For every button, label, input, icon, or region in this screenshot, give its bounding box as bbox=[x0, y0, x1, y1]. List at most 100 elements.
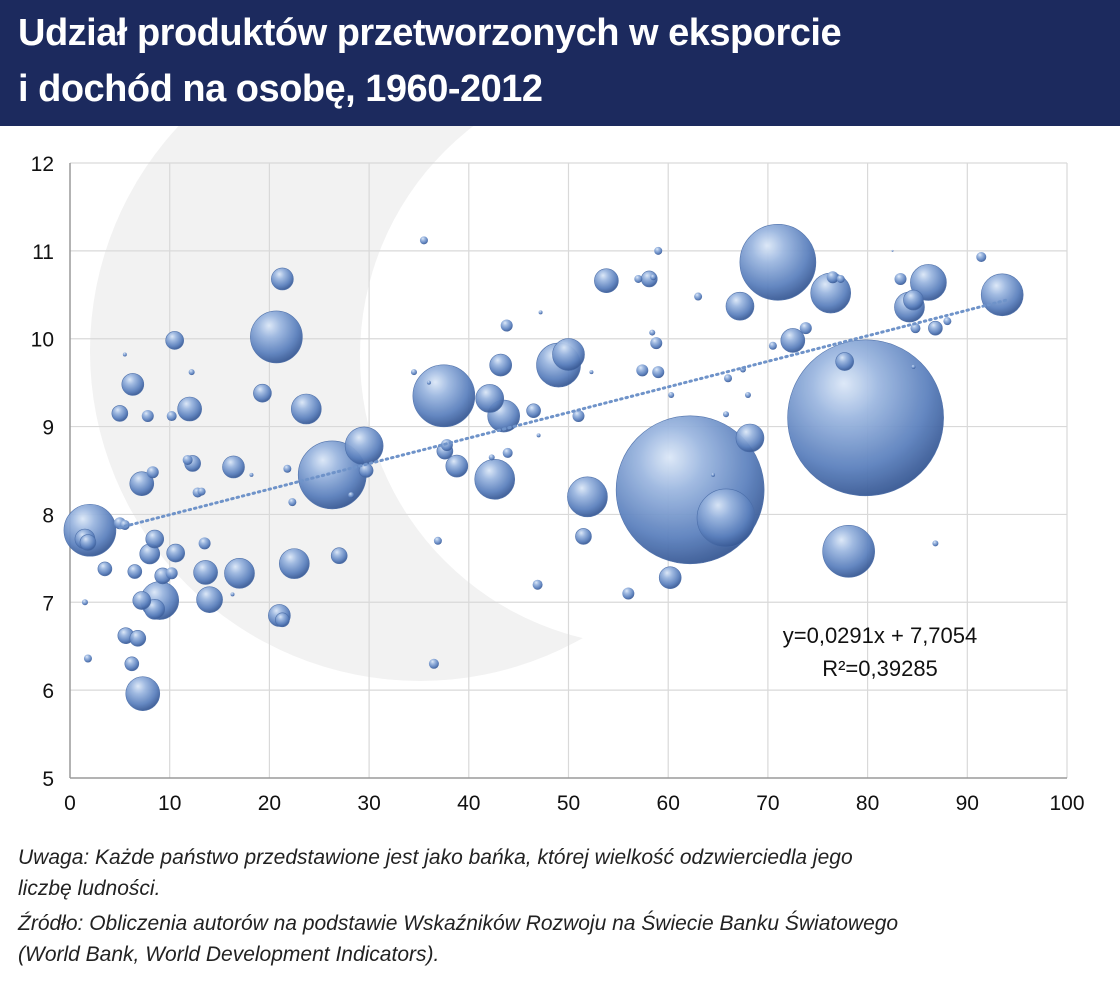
bubble-point bbox=[575, 528, 592, 545]
bubble-point bbox=[932, 540, 939, 547]
bubble-point bbox=[198, 537, 211, 550]
bubble-point bbox=[288, 498, 297, 507]
bubble-point bbox=[97, 561, 113, 577]
bubble-point bbox=[538, 310, 543, 315]
bubble-point bbox=[654, 246, 663, 255]
y-tick-label: 11 bbox=[32, 241, 54, 264]
bubble-point bbox=[976, 252, 987, 263]
bubble-point bbox=[943, 317, 952, 326]
bubble-point bbox=[928, 320, 943, 336]
bubble-point bbox=[836, 274, 845, 283]
chart-title-line-1: Udział produktów przetworzonych w ekspor… bbox=[18, 12, 842, 54]
trendline-r-squared: R²=0,39285 bbox=[822, 656, 938, 681]
bubble-point bbox=[799, 322, 812, 335]
x-tick-label: 50 bbox=[557, 792, 580, 815]
bubble-point bbox=[412, 364, 476, 428]
bubble-point bbox=[271, 267, 294, 291]
bubble-point bbox=[822, 525, 875, 578]
bubble-point bbox=[141, 410, 154, 423]
tick-labels: 0 10 20 30 40 50 60 70 80 90 100 5 6 7 8 9 10 11 12 bbox=[31, 153, 1085, 815]
bubble-point bbox=[166, 543, 185, 563]
bubble-point bbox=[735, 423, 765, 453]
y-tick-label: 9 bbox=[42, 417, 54, 440]
source-line-2: (World Bank, World Development Indicator… bbox=[18, 943, 440, 966]
bubble-point bbox=[649, 329, 656, 336]
trendline-path bbox=[118, 298, 1009, 530]
x-tick-label: 30 bbox=[357, 792, 380, 815]
bubble-point bbox=[428, 658, 439, 669]
trendline bbox=[118, 298, 1009, 530]
y-tick-label: 6 bbox=[42, 680, 54, 703]
bubble-point bbox=[83, 654, 92, 663]
bubble-point bbox=[911, 364, 916, 369]
bubble-point bbox=[348, 492, 355, 499]
x-tick-label: 80 bbox=[856, 792, 879, 815]
bubble-point bbox=[910, 264, 947, 301]
bubble-point bbox=[910, 323, 921, 334]
bubble-point bbox=[121, 373, 145, 396]
bubble-point bbox=[694, 292, 703, 301]
chart-title-line-2: i dochód na osobę, 1960-2012 bbox=[18, 68, 543, 110]
bubble-point bbox=[129, 630, 147, 647]
bubble-point bbox=[182, 454, 193, 465]
x-tick-label: 100 bbox=[1049, 792, 1084, 815]
y-tick-label: 12 bbox=[31, 153, 54, 176]
bubble-point bbox=[650, 274, 657, 281]
bubble-point bbox=[122, 352, 127, 357]
bubble-point bbox=[552, 338, 585, 371]
bubble-point bbox=[196, 586, 223, 613]
bubble-point bbox=[532, 579, 543, 590]
bubble-point bbox=[589, 370, 594, 375]
bubble-point bbox=[894, 272, 907, 285]
bubble-point bbox=[536, 433, 541, 438]
x-tick-label: 90 bbox=[956, 792, 979, 815]
bubble-point bbox=[224, 557, 255, 589]
bubble-point bbox=[132, 591, 152, 610]
bubble-point bbox=[193, 560, 218, 585]
bubble-point bbox=[344, 426, 384, 466]
bubble-point bbox=[526, 403, 541, 419]
bubble-point bbox=[230, 592, 235, 597]
bubble-point bbox=[433, 536, 442, 545]
y-tick-label: 7 bbox=[42, 592, 54, 615]
bubble-point bbox=[652, 366, 665, 379]
bubble-point bbox=[711, 472, 716, 477]
bubble-point bbox=[723, 411, 730, 418]
bubble-point bbox=[826, 271, 839, 284]
bubble-point bbox=[165, 567, 178, 580]
bubble-series bbox=[63, 223, 1024, 711]
bubble-point bbox=[197, 487, 206, 496]
bubble-point bbox=[81, 599, 88, 606]
bubble-point bbox=[419, 236, 428, 245]
bubble-point bbox=[622, 587, 635, 600]
bubble-point bbox=[445, 454, 469, 478]
bubble-point bbox=[780, 328, 806, 353]
bubble-point bbox=[594, 268, 619, 294]
bubble-point bbox=[426, 380, 431, 385]
bubble-point bbox=[124, 656, 140, 672]
bubble-point bbox=[489, 353, 513, 377]
bubble-chart: 0 10 20 30 40 50 60 70 80 90 100 5 6 7 8 9 10 11 12 y=0,02… bbox=[31, 126, 1085, 815]
bubble-point bbox=[668, 391, 675, 398]
bubble-point bbox=[79, 534, 97, 551]
bubble-point bbox=[474, 458, 516, 500]
y-tick-label: 5 bbox=[42, 768, 54, 791]
source-line-1: Źródło: Obliczenia autorów na podstawie … bbox=[18, 912, 899, 935]
bubble-point bbox=[980, 273, 1024, 317]
axes bbox=[69, 163, 1067, 779]
bubble-point bbox=[658, 566, 682, 589]
x-tick-label: 0 bbox=[64, 792, 76, 815]
trendline-equation: y=0,0291x + 7,7054 bbox=[783, 623, 978, 648]
note-line-1: Uwaga: Każde państwo przedstawione jest … bbox=[18, 846, 853, 869]
bubble-point bbox=[253, 383, 272, 403]
bubble-point bbox=[696, 488, 756, 548]
bubble-point bbox=[165, 331, 184, 350]
y-tick-label: 8 bbox=[42, 504, 54, 527]
x-tick-label: 20 bbox=[258, 792, 281, 815]
bubble-point bbox=[129, 471, 155, 496]
title-banner: Udział produktów przetworzonych w ekspor… bbox=[0, 0, 1120, 126]
bubble-point bbox=[636, 364, 649, 377]
bubble-point bbox=[250, 310, 303, 364]
bubble-point bbox=[891, 249, 894, 252]
bubble-point bbox=[145, 529, 165, 549]
